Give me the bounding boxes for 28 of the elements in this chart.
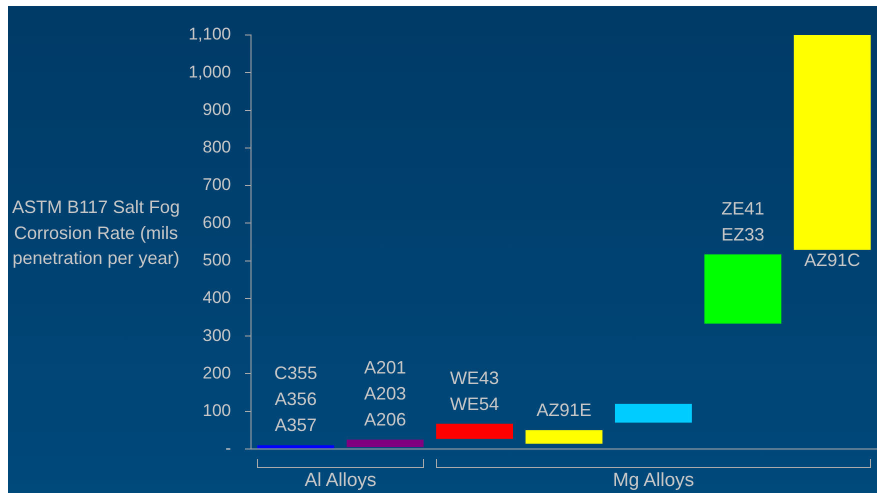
y-axis-title: ASTM B117 Salt Fog Corrosion Rate (mils penetration per year) — [11, 196, 181, 270]
y-tick-label: 600 — [202, 212, 231, 232]
y-tick-label: - — [225, 438, 231, 458]
y-tick-label: 200 — [202, 363, 231, 382]
y-tick-label: 1,000 — [188, 62, 231, 82]
y-tick-label: 900 — [202, 100, 231, 119]
x-tick-label: ZE41 EZ33 — [721, 198, 764, 244]
bar — [526, 430, 602, 444]
bar — [257, 445, 334, 448]
x-tick-label: C355 A356 A357 — [274, 363, 318, 436]
y-tick-label: 800 — [202, 138, 231, 157]
bar — [704, 254, 782, 324]
bar — [794, 35, 871, 250]
y-tick-label: 1,100 — [188, 24, 231, 44]
bar — [436, 424, 514, 439]
y-tick-label: 100 — [202, 401, 231, 420]
x-tick-label: A201 A203 A206 — [364, 358, 406, 430]
x-tick-label: AZ91E — [536, 400, 592, 420]
series-label: Al Alloys — [304, 470, 376, 492]
x-tick-label: AZ91C — [804, 250, 860, 270]
y-tick-label: 400 — [202, 288, 231, 308]
y-tick-label: 700 — [202, 175, 231, 194]
x-tick-label: WE43 WE54 — [450, 368, 500, 414]
y-tick-label: 500 — [202, 250, 231, 270]
y-tick-label: 300 — [202, 326, 231, 345]
bar — [614, 404, 692, 423]
bar — [346, 440, 424, 448]
series-label: Mg Alloys — [612, 470, 694, 492]
